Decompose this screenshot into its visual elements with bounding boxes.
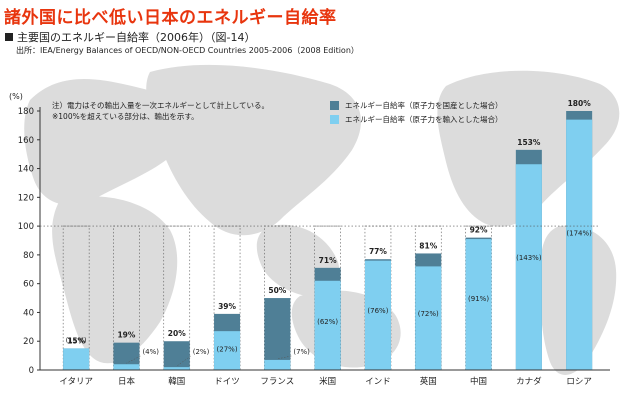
x-tick-label: イタリア [59,377,93,387]
chart-subtitle: 主要国のエネルギー自給率（2006年）（図-14） [5,29,255,45]
imported-value-label: (62%) [317,318,338,326]
total-value-label: 50% [268,286,286,295]
map-asia [146,64,361,236]
total-value-label: 81% [419,241,437,250]
bar-imported [163,367,190,370]
bar-imported [264,359,291,370]
y-tick-label: 80 [23,251,34,261]
bars [62,111,593,371]
legend-item-domestic: エネルギー自給率（原子力を国産とした場合） [330,98,503,112]
total-value-label: 20% [168,329,186,338]
legend: エネルギー自給率（原子力を国産とした場合） エネルギー自給率（原子力を輸入とした… [330,98,503,126]
imported-value-label: (174%) [566,229,592,237]
y-tick-label: 100 [18,222,34,232]
imported-value-label: (4%) [142,348,159,356]
y-tick-label: 60 [23,280,34,290]
total-value-label: 19% [117,331,135,340]
bar-domestic [163,341,190,370]
imported-value-label: (76%) [367,307,388,315]
y-axis-unit: (%) [9,92,23,101]
square-bullet-icon [5,33,13,41]
bar-imported [515,164,542,370]
x-tick-label: カナダ [516,376,542,387]
x-tick-label: 韓国 [168,376,185,387]
x-tick-label: 英国 [420,376,437,387]
y-tick-label: 140 [18,165,34,175]
bar-domestic [264,298,291,370]
chart-title: 諸外国に比べ低い日本のエネルギー自給率 [4,8,337,28]
y-tick-label: 0 [29,366,34,376]
map-europe [24,78,188,205]
x-axis: イタリア 日本 韓国 ドイツ フランス 米国 インド 英国 中国 カナダ ロシア [40,369,610,387]
x-tick-label: 米国 [319,376,336,387]
bar-imported [566,119,593,370]
bar-imported [465,239,492,370]
total-value-label: 15% [67,336,85,345]
imported-label-leader [126,355,141,364]
bar-imported [415,266,442,370]
legend-swatch-domestic [330,100,339,110]
x-tick-label: インド [365,377,391,387]
x-tick-label: 日本 [118,376,136,387]
x-tick-label: ドイツ [214,377,240,387]
data-labels: 15%(15%) 19% (4%) 20% (2%) 39% (27%) 50% (7%) 71%… [66,99,592,367]
bar-imported [214,331,241,370]
subtitle-text: 主要国のエネルギー自給率（2006年）（図-14） [17,31,256,44]
total-value-label: 71% [319,256,337,265]
imported-value-label: (7%) [293,348,310,356]
bar-imported [63,348,90,370]
y-tick-label: 160 [18,136,34,146]
imported-value-label: (15%) [66,336,87,344]
legend-item-imported: エネルギー自給率（原子力を輸入とした場合） [330,112,503,126]
total-value-label: 153% [517,138,541,147]
note-line: 注）電力はその輸出入量を一次エネルギーとして計上している。 [52,101,270,110]
map-africa [52,196,178,364]
notes: 注）電力はその輸出入量を一次エネルギーとして計上している。 ※100%を超えてい… [52,100,269,122]
bar-imported [113,364,140,370]
imported-value-label: (91%) [468,295,489,303]
imported-value-label: (27%) [217,346,238,354]
legend-label-imported: エネルギー自給率（原子力を輸入とした場合） [345,114,503,124]
imported-value-label: (143%) [516,254,542,262]
imported-value-label: (2%) [193,348,210,356]
map-north-america [437,70,620,227]
total-value-label: 39% [218,302,236,311]
x-tick-label: 中国 [470,376,487,387]
legend-label-domestic: エネルギー自給率（原子力を国産とした場合） [345,100,503,110]
y-tick-label: 40 [23,308,34,318]
bar-imported [314,280,341,370]
imported-label-leader [277,355,292,360]
bar-imported [364,260,391,370]
imported-value-label: (72%) [418,310,439,318]
total-value-label: 180% [568,99,592,108]
legend-swatch-imported [330,114,339,124]
note-line: ※100%を超えている部分は、輸出を示す。 [52,112,199,121]
x-tick-label: フランス [260,377,294,387]
y-tick-label: 20 [23,337,34,347]
y-tick-label: 120 [18,193,34,203]
total-value-label: 92% [470,226,488,235]
x-tick-label: ロシア [566,377,592,387]
source-note: 出所：IEA/Energy Balances of OECD/NON-OECD … [16,46,359,55]
total-value-label: 77% [369,247,387,256]
y-axis: 0 20 40 60 80 100 120 140 160 180 [18,107,41,376]
y-tick-label: 180 [18,107,34,117]
